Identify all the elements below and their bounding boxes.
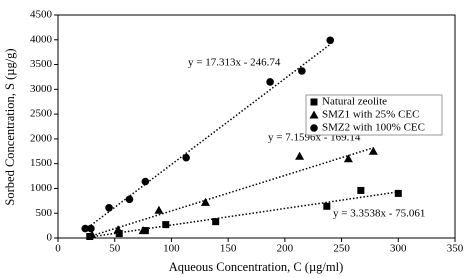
y-tick-label: 500 xyxy=(36,207,53,219)
y-axis-title: Sorbed Concentration, S (µg/g) xyxy=(3,48,17,205)
trendline xyxy=(91,147,374,237)
y-tick-label: 0 xyxy=(47,232,53,244)
trendline xyxy=(89,191,399,238)
marker xyxy=(212,218,220,226)
legend-marker xyxy=(310,98,318,106)
marker xyxy=(105,203,113,212)
marker xyxy=(162,221,170,229)
y-tick-label: 1000 xyxy=(30,182,53,194)
y-tick-label: 3000 xyxy=(30,83,53,95)
plot-frame xyxy=(57,14,456,239)
x-tick-label: 350 xyxy=(447,243,464,255)
x-tick-label: 0 xyxy=(55,243,61,255)
marker xyxy=(182,153,190,162)
x-tick-label: 50 xyxy=(109,243,121,255)
y-tick-label: 4500 xyxy=(30,9,53,21)
y-tick-label: 4000 xyxy=(30,33,53,45)
marker xyxy=(357,186,365,194)
marker xyxy=(266,78,274,86)
trendline-equation: y = 17.313x - 246.74 xyxy=(188,57,281,69)
marker xyxy=(154,205,164,214)
x-tick-label: 300 xyxy=(390,243,407,255)
marker xyxy=(295,151,305,160)
marker xyxy=(298,67,306,75)
y-tick-label: 2500 xyxy=(30,108,53,120)
marker xyxy=(323,202,331,210)
trendline-equation: y = 3.3538x - 75.061 xyxy=(333,208,425,220)
marker xyxy=(115,230,123,238)
marker xyxy=(368,146,378,155)
x-axis-title: Aqueous Concentration, C (µg/ml) xyxy=(169,260,344,274)
marker xyxy=(125,195,134,204)
marker xyxy=(326,36,335,45)
y-tick-label: 1500 xyxy=(30,157,53,169)
marker xyxy=(200,197,210,206)
trendline xyxy=(84,43,331,231)
legend-label: Natural zeolite xyxy=(322,96,387,108)
x-tick-label: 250 xyxy=(333,243,350,255)
y-tick-label: 3500 xyxy=(30,58,53,70)
marker xyxy=(87,224,95,233)
marker xyxy=(138,226,148,235)
x-tick-label: 200 xyxy=(277,243,294,255)
legend-label: SMZ1 with 25% CEC xyxy=(322,109,419,121)
marker xyxy=(81,224,90,233)
marker xyxy=(343,154,353,163)
legend-marker xyxy=(309,110,319,119)
legend-box xyxy=(305,94,443,136)
marker xyxy=(113,225,123,234)
marker xyxy=(141,177,150,186)
y-tick-label: 2000 xyxy=(30,132,53,144)
legend-label: SMZ2 with 100% CEC xyxy=(322,122,425,134)
legend-marker xyxy=(310,124,318,132)
x-tick-label: 100 xyxy=(163,243,180,255)
x-tick-label: 150 xyxy=(220,243,237,255)
marker xyxy=(394,189,402,197)
marker xyxy=(87,230,97,239)
